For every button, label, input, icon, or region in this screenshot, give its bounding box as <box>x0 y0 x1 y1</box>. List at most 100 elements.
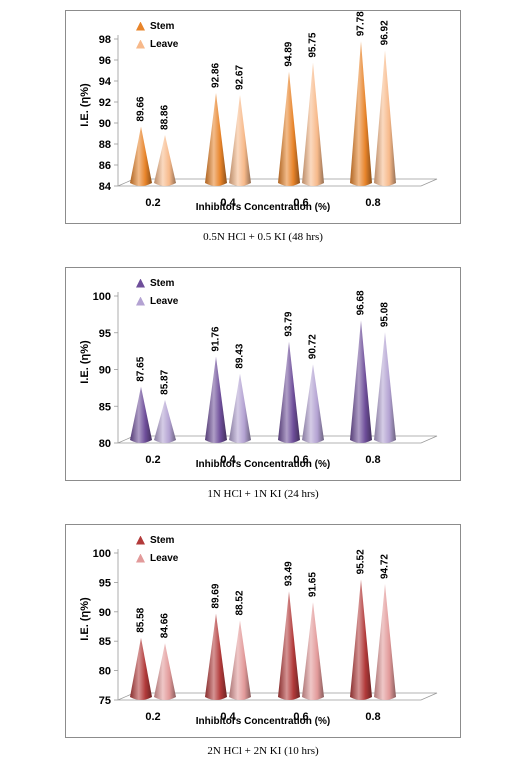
x-tick-label: 0.2 <box>145 711 160 723</box>
data-label: 97.78 <box>356 11 367 36</box>
chart-caption: 0.5N HCl + 0.5 KI (48 hrs) <box>203 231 323 243</box>
y-tick-label: 90 <box>99 365 111 377</box>
data-label: 84.66 <box>160 613 171 638</box>
cone-bar-leave <box>154 643 176 700</box>
x-tick-label: 0.4 <box>220 197 236 209</box>
x-tick-label: 0.6 <box>293 454 308 466</box>
data-label: 92.67 <box>235 65 246 90</box>
legend-swatch-leave <box>136 553 145 563</box>
cone-bar-stem <box>130 386 152 443</box>
data-label: 88.52 <box>235 590 246 615</box>
cone-bar-leave <box>302 364 324 443</box>
legend-swatch-leave <box>136 296 145 306</box>
y-tick-label: 92 <box>99 97 111 109</box>
y-tick-label: 86 <box>99 160 111 172</box>
y-tick-label: 85 <box>99 401 111 413</box>
y-tick-label: 95 <box>99 577 111 589</box>
y-axis-label: I.E. (η%) <box>79 340 91 384</box>
x-axis-label: Inhibitors Concentration (%) <box>195 459 331 470</box>
cone-bar-leave <box>302 62 324 186</box>
legend-label: Stem <box>150 534 175 546</box>
y-tick-label: 90 <box>99 118 111 130</box>
legend: Stem Leave <box>136 531 178 567</box>
data-label: 95.52 <box>356 549 367 574</box>
data-label: 85.87 <box>160 369 171 394</box>
cone-bar-stem <box>205 92 227 186</box>
legend-item-leave: Leave <box>136 549 178 567</box>
y-tick-label: 95 <box>99 328 111 340</box>
y-axis-label: I.E. (η%) <box>79 83 91 127</box>
data-label: 85.58 <box>136 607 147 632</box>
y-tick-label: 98 <box>99 34 111 46</box>
cone-bar-leave <box>229 620 251 700</box>
chart-plot: 75 80 85 90 95 100 0.2 0.4 0.6 0.8 85.58 84.66 89.69… <box>93 548 438 723</box>
cone-bar-stem <box>205 356 227 443</box>
legend-swatch-stem <box>136 21 145 31</box>
chart-plot: 84 86 88 90 92 94 96 98 0.2 0.4 0.6 0.8 89.66 88.86 92… <box>99 11 438 209</box>
cone-bar-stem <box>130 126 152 186</box>
chart-plot: 80 85 90 95 100 0.2 0.4 0.6 0.8 87.65 85.87 91.76 89… <box>93 290 438 466</box>
x-tick-label: 0.6 <box>293 711 308 723</box>
chart-caption: 1N HCl + 1N KI (24 hrs) <box>207 488 319 500</box>
cone-bar-leave <box>374 584 396 700</box>
x-tick-label: 0.2 <box>145 197 160 209</box>
cone-bar-stem <box>350 320 372 443</box>
cone-bar-stem <box>278 71 300 186</box>
data-label: 88.86 <box>160 105 171 130</box>
legend: Stem Leave <box>136 274 178 310</box>
cone-bar-stem <box>205 613 227 700</box>
data-label: 89.69 <box>211 583 222 608</box>
x-tick-label: 0.2 <box>145 454 160 466</box>
legend-swatch-stem <box>136 278 145 288</box>
cone-bar-leave <box>154 399 176 443</box>
cone-bar-leave <box>374 50 396 187</box>
cone-bar-stem <box>278 591 300 700</box>
cone-bar-stem <box>278 341 300 443</box>
y-tick-label: 80 <box>99 438 111 450</box>
y-tick-label: 96 <box>99 55 111 67</box>
data-label: 94.89 <box>284 41 295 66</box>
chart-frame: 80 85 90 95 100 0.2 0.4 0.6 0.8 87.65 85.87 91.76 89… <box>65 267 461 481</box>
chart-frame: 84 86 88 90 92 94 96 98 0.2 0.4 0.6 0.8 89.66 88.86 92… <box>65 10 461 224</box>
legend-swatch-leave <box>136 39 145 49</box>
data-label: 91.65 <box>308 572 319 597</box>
x-tick-label: 0.4 <box>220 454 236 466</box>
y-tick-label: 85 <box>99 636 111 648</box>
y-tick-label: 100 <box>93 291 111 303</box>
legend-item-stem: Stem <box>136 531 178 549</box>
y-axis-label: I.E. (η%) <box>79 597 91 641</box>
data-label: 95.08 <box>380 302 391 327</box>
x-tick-label: 0.6 <box>293 197 308 209</box>
cone-bar-stem <box>350 41 372 186</box>
legend: Stem Leave <box>136 17 178 53</box>
legend-swatch-stem <box>136 535 145 545</box>
legend-item-leave: Leave <box>136 292 178 310</box>
x-axis-label: Inhibitors Concentration (%) <box>195 716 331 727</box>
data-label: 93.79 <box>284 311 295 336</box>
data-label: 92.86 <box>211 63 222 88</box>
chart-caption: 2N HCl + 2N KI (10 hrs) <box>207 745 319 757</box>
x-tick-label: 0.8 <box>365 711 380 723</box>
data-label: 93.49 <box>284 561 295 586</box>
x-tick-label: 0.8 <box>365 454 380 466</box>
legend-item-stem: Stem <box>136 17 178 35</box>
y-tick-label: 75 <box>99 695 111 707</box>
legend-item-leave: Leave <box>136 35 178 53</box>
x-axis-label: Inhibitors Concentration (%) <box>195 202 331 213</box>
data-label: 96.92 <box>380 20 391 45</box>
cone-bar-leave <box>374 332 396 443</box>
cone-bar-leave <box>229 94 251 186</box>
data-label: 95.75 <box>308 32 319 57</box>
data-label: 96.68 <box>356 290 367 315</box>
legend-item-stem: Stem <box>136 274 178 292</box>
legend-label: Stem <box>150 277 175 289</box>
y-tick-label: 80 <box>99 666 111 678</box>
data-label: 89.66 <box>136 96 147 121</box>
chart-frame: 75 80 85 90 95 100 0.2 0.4 0.6 0.8 85.58 84.66 89.69… <box>65 524 461 738</box>
cone-bar-leave <box>302 602 324 700</box>
cone-bar-leave <box>229 373 251 443</box>
legend-label: Leave <box>150 295 179 307</box>
data-label: 90.72 <box>308 334 319 359</box>
data-label: 91.76 <box>211 326 222 351</box>
data-label: 94.72 <box>380 554 391 579</box>
